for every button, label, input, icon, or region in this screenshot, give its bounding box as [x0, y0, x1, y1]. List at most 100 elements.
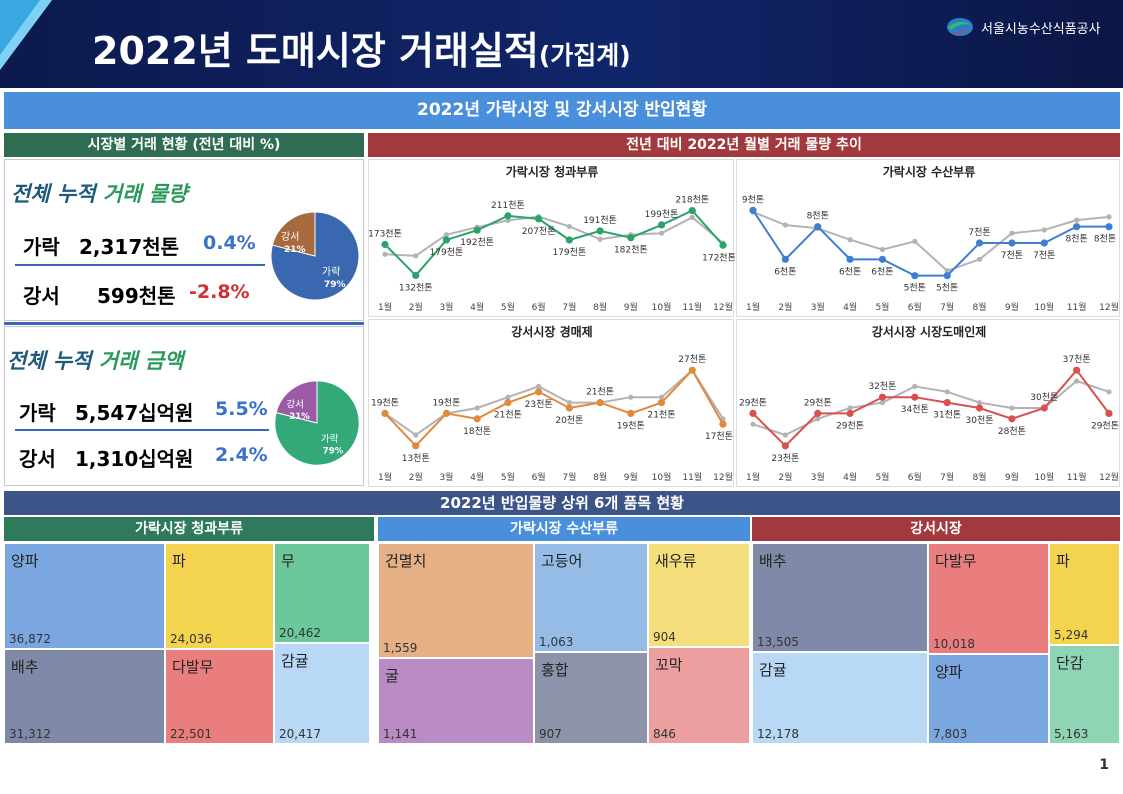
- treemap-garak-seafood: 건멸치 1,559 굴 1,141 고등어 1,063 홍합 907 새우류 904 꼬막…: [378, 543, 750, 744]
- treemap-cell-mackerel: 고등어 1,063: [534, 543, 648, 652]
- data-label: 29천톤: [739, 397, 767, 408]
- data-label: 37천톤: [1063, 354, 1091, 365]
- data-point-2022: [657, 399, 666, 407]
- data-point-2022: [381, 240, 389, 249]
- data-point-2021: [505, 394, 511, 400]
- volume-pie-label-garak: 가락: [322, 266, 340, 278]
- trend-chart-gangseo-auction: 강서시장 경매제 1월 2월 3월 4월 5월 6월 7월 8월 9월 10월 11월 12월 19천톤 1…: [368, 319, 734, 487]
- data-point-2022: [442, 236, 451, 244]
- data-point-2022: [657, 221, 666, 229]
- volume-heading: 전체 누적 거래 물량: [11, 182, 188, 206]
- amount-row-gangseo-pct: 2.4%: [215, 444, 268, 466]
- data-label: 7천톤: [968, 227, 990, 238]
- volume-row-garak-market: 가락: [23, 235, 60, 259]
- data-point-2022: [688, 206, 696, 215]
- data-label: 191천톤: [583, 215, 617, 226]
- page-title: 2022년 도매시장 거래실적(가집계): [92, 29, 631, 73]
- data-label: 34천톤: [901, 404, 929, 415]
- x-tick-label: 4월: [843, 471, 857, 483]
- data-point-2022: [878, 255, 887, 263]
- treemap-cell-tangerine: 감귤 12,178: [752, 652, 928, 744]
- data-label: 21천톤: [648, 410, 676, 421]
- data-label: 8천톤: [1065, 234, 1087, 245]
- data-label: 6천톤: [774, 266, 796, 277]
- amount-heading: 전체 누적 거래 금액: [7, 349, 184, 373]
- data-point-2021: [944, 389, 950, 395]
- x-tick-label: 8월: [593, 301, 607, 313]
- volume-pie-label-gangseo: 강서: [281, 231, 299, 243]
- volume-pie-slice-garak: [270, 211, 360, 301]
- top6-section-title: 2022년 반입물량 상위 6개 품목 현황: [4, 491, 1120, 515]
- data-point-2021: [912, 383, 918, 389]
- data-label: 172천톤: [702, 252, 735, 263]
- series-line-2021: [384, 368, 724, 437]
- x-tick-label: 4월: [470, 301, 484, 313]
- data-point-2021: [1106, 214, 1112, 220]
- trend-chart-garak-seafood: 가락시장 수산부류 1월 2월 3월 4월 5월 6월 7월 8월 9월 10월 11월 12월 9천톤 6…: [736, 159, 1120, 317]
- x-tick-label: 4월: [470, 471, 484, 483]
- x-tick-label: 7월: [562, 471, 576, 483]
- data-label: 5천톤: [936, 283, 958, 294]
- x-tick-label: 6월: [532, 471, 546, 483]
- treemap-cell-oyster: 굴 1,141: [378, 658, 534, 744]
- volume-row-gangseo-value: 599천톤: [97, 284, 176, 308]
- left-panel-separator: [4, 322, 364, 325]
- data-point-2021: [689, 214, 695, 220]
- treemap-title-gangseo: 강서시장: [752, 517, 1120, 541]
- data-point-2021: [1074, 378, 1080, 384]
- data-point-2022: [911, 272, 919, 280]
- x-tick-label: 11월: [682, 471, 702, 483]
- data-point-2022: [473, 415, 481, 423]
- data-point-2022: [1040, 239, 1048, 247]
- data-point-2021: [597, 236, 603, 242]
- x-tick-label: 1월: [378, 471, 392, 483]
- x-tick-label: 1월: [378, 301, 392, 313]
- main-section-title: 2022년 가락시장 및 강서시장 반입현황: [4, 92, 1120, 129]
- data-point-2022: [846, 409, 854, 417]
- series-line-2021: [752, 379, 1110, 437]
- amount-pie-slice-garak: [274, 380, 360, 466]
- series-line-2021: [384, 215, 724, 257]
- data-point-2022: [1105, 223, 1113, 231]
- data-point-2022: [473, 226, 481, 234]
- data-point-2022: [381, 409, 389, 417]
- data-point-2022: [627, 409, 635, 417]
- x-tick-label: 10월: [652, 301, 672, 313]
- data-point-2021: [750, 421, 756, 427]
- data-point-2021: [382, 251, 388, 257]
- x-tick-label: 12월: [1099, 301, 1119, 313]
- x-tick-label: 9월: [1005, 471, 1019, 483]
- data-point-2021: [1009, 230, 1015, 236]
- amount-row-garak-pct: 5.5%: [215, 398, 268, 420]
- data-point-2022: [943, 272, 951, 280]
- amount-row-garak-market: 가락: [19, 401, 56, 425]
- data-point-2022: [781, 442, 789, 450]
- x-tick-label: 3월: [811, 471, 825, 483]
- volume-divider: [15, 264, 265, 266]
- data-label: 27천톤: [678, 354, 706, 365]
- data-point-2022: [814, 409, 822, 417]
- org-emblem-icon: [947, 18, 973, 36]
- x-tick-label: 6월: [532, 301, 546, 313]
- trend-chart-garak-produce: 가락시장 청과부류 1월 2월 3월 4월 5월 6월 7월 8월 9월 10월 11월 12월 173천…: [368, 159, 735, 317]
- data-point-2022: [596, 399, 604, 407]
- data-point-2022: [442, 409, 451, 417]
- treemap-cell-cockle: 꼬막 846: [648, 647, 750, 744]
- x-tick-label: 2월: [778, 471, 792, 483]
- volume-pie-pct-gangseo: 21%: [284, 245, 306, 255]
- volume-panel: 전체 누적 거래 물량 가락 2,317천톤 0.4% 강서 599천톤 -2.…: [4, 159, 364, 321]
- treemap-cell-radish: 무 20,462: [274, 543, 370, 643]
- x-tick-label: 7월: [940, 301, 954, 313]
- chart-title: 강서시장 경매제: [511, 324, 592, 339]
- x-tick-label: 8월: [973, 471, 987, 483]
- data-label: 30천톤: [966, 415, 994, 426]
- data-label: 32천톤: [868, 381, 896, 392]
- amount-row-gangseo-value: 1,310십억원: [75, 447, 194, 471]
- data-point-2022: [911, 393, 919, 401]
- x-tick-label: 3월: [811, 301, 825, 313]
- treemap-cell-bundle-radish: 다발무 22,501: [165, 649, 274, 744]
- data-point-2022: [688, 366, 696, 374]
- data-point-2021: [413, 432, 419, 438]
- data-label: 19천톤: [617, 420, 645, 431]
